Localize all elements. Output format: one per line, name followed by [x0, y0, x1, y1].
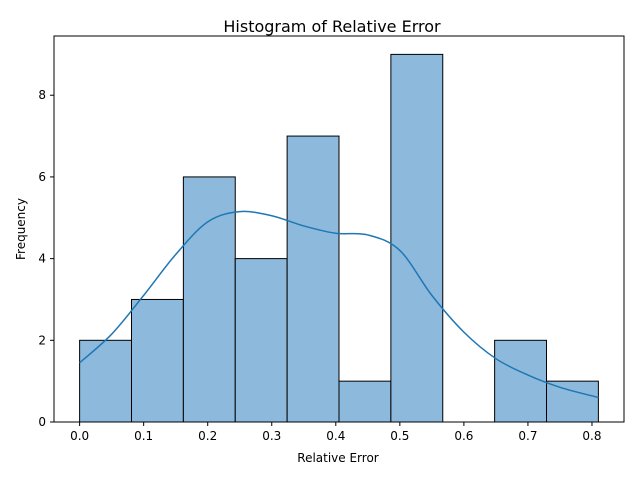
histogram-bar-1 — [79, 339, 132, 423]
kde-curve — [79, 210, 599, 399]
x-tick-label-0: 0.0 — [70, 429, 89, 443]
x-axis-label: Relative Error — [297, 451, 379, 465]
ticks-layer: 0.0 0.1 0.2 0.3 0.4 0.5 0.6 0.7 0.8 0 2 4 6 8 — [38, 88, 601, 443]
plot-frame — [53, 35, 625, 423]
histogram-bar-2 — [130, 298, 184, 423]
histogram-bar-9 — [494, 339, 548, 423]
y-tick-label-3: 6 — [38, 170, 46, 184]
bars-layer — [79, 53, 599, 423]
y-tick-label-0: 0 — [38, 415, 46, 429]
x-tick-label-5: 0.5 — [390, 429, 409, 443]
axes-layer — [53, 35, 625, 423]
histogram-bar-10 — [546, 380, 599, 423]
histogram-bar-5 — [286, 135, 340, 423]
x-tick-label-7: 0.7 — [518, 429, 537, 443]
y-tick-label-1: 2 — [38, 333, 46, 347]
chart-title: Histogram of Relative Error — [223, 17, 441, 36]
y-tick-label-2: 4 — [38, 252, 46, 266]
histogram-bar-7 — [390, 53, 444, 423]
histogram-bar-3 — [182, 176, 236, 423]
histogram-bar-4 — [234, 258, 288, 423]
kde-layer — [79, 210, 599, 399]
x-tick-label-3: 0.3 — [262, 429, 281, 443]
x-tick-label-2: 0.2 — [198, 429, 217, 443]
x-tick-label-8: 0.8 — [582, 429, 601, 443]
x-tick-label-6: 0.6 — [454, 429, 473, 443]
y-axis-label: Frequency — [14, 198, 28, 260]
x-tick-label-1: 0.1 — [134, 429, 153, 443]
histogram-bar-6 — [338, 380, 392, 423]
x-tick-label-4: 0.4 — [326, 429, 345, 443]
y-tick-label-4: 8 — [38, 88, 46, 102]
